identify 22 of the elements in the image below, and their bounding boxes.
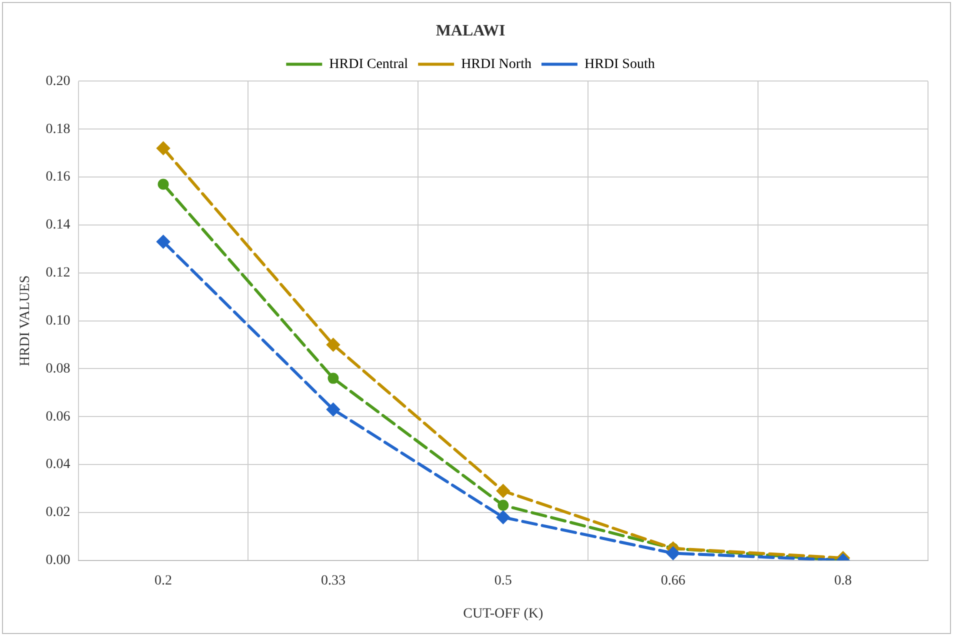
- chart-title: MALAWI: [436, 22, 506, 40]
- y-tick-label: 0.00: [46, 553, 70, 568]
- y-tick-label: 0.12: [46, 266, 70, 281]
- x-axis-title: CUT-OFF (K): [463, 606, 544, 622]
- y-tick-label: 0.10: [46, 313, 70, 328]
- x-tick-label: 0.5: [494, 573, 512, 588]
- y-tick-label: 0.08: [46, 361, 70, 376]
- legend-label: HRDI North: [461, 56, 532, 72]
- y-tick-label: 0.02: [46, 505, 70, 520]
- y-tick-label: 0.06: [46, 409, 70, 424]
- legend-label: HRDI South: [584, 56, 655, 72]
- x-tick-label: 0.66: [660, 573, 686, 588]
- y-tick-label: 0.14: [46, 218, 70, 233]
- legend-label: HRDI Central: [329, 56, 408, 72]
- y-tick-label: 0.20: [46, 74, 70, 89]
- x-tick-label: 0.8: [834, 573, 852, 588]
- y-tick-label: 0.16: [46, 170, 70, 185]
- x-tick-label: 0.2: [154, 573, 172, 588]
- x-tick-label: 0.33: [320, 573, 346, 588]
- y-tick-label: 0.04: [46, 457, 70, 472]
- y-axis-title: HRDI VALUES: [18, 275, 34, 366]
- y-tick-label: 0.18: [46, 122, 70, 137]
